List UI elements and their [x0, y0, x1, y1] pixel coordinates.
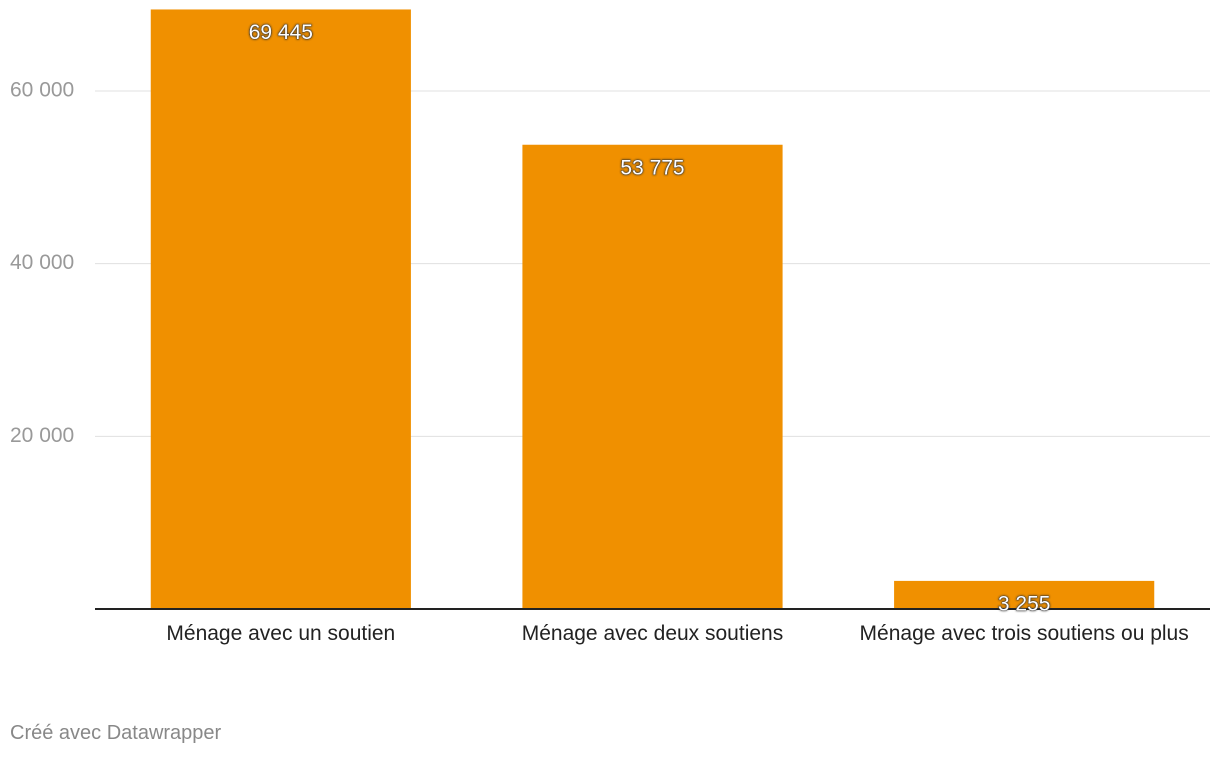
y-tick-label: 20 000: [10, 424, 74, 447]
y-tick-label: 60 000: [10, 79, 74, 102]
value-label: 3 255: [998, 592, 1051, 615]
footer: Créé avec Datawrapper: [10, 722, 222, 744]
x-tick-label: Ménage avec trois soutiens ou plus: [859, 622, 1189, 645]
x-tick-label: Ménage avec deux soutiens: [521, 622, 784, 645]
x-tick-label: Ménage avec un soutien: [166, 622, 396, 645]
value-label: 69 445: [249, 21, 313, 44]
value-label: 53 775: [620, 156, 684, 179]
y-tick-label: 40 000: [10, 251, 74, 274]
bar: [894, 580, 1155, 609]
bar: [522, 144, 783, 609]
chart: 20 000 40 000 60 000 69 445 53 775 3 255: [10, 9, 1210, 616]
bar: [150, 9, 411, 609]
